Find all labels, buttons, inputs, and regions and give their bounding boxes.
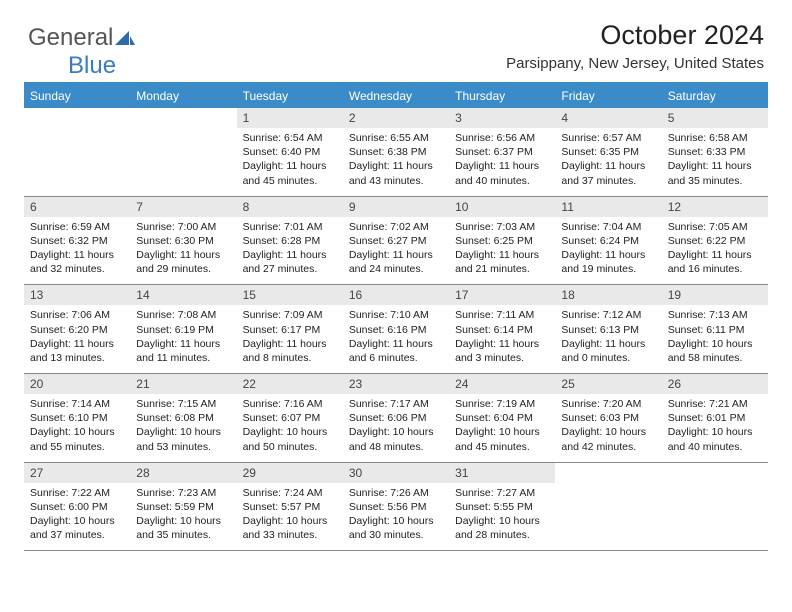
day-cell: Sunrise: 6:58 AMSunset: 6:33 PMDaylight:… [662,128,768,196]
day-cell: Sunrise: 7:00 AMSunset: 6:30 PMDaylight:… [130,217,236,285]
day-cell: Sunrise: 7:02 AMSunset: 6:27 PMDaylight:… [343,217,449,285]
day-number: 2 [343,108,449,128]
day-number: 4 [555,108,661,128]
content-row: Sunrise: 7:06 AMSunset: 6:20 PMDaylight:… [24,305,768,373]
day-cell: Sunrise: 7:06 AMSunset: 6:20 PMDaylight:… [24,305,130,373]
day-cell: Sunrise: 7:13 AMSunset: 6:11 PMDaylight:… [662,305,768,373]
day-number: 20 [24,374,130,395]
weekday-header-row: SundayMondayTuesdayWednesdayThursdayFrid… [24,83,768,108]
day-cell [130,128,236,196]
day-cell: Sunrise: 7:11 AMSunset: 6:14 PMDaylight:… [449,305,555,373]
day-number: 9 [343,196,449,217]
day-number: 19 [662,285,768,306]
day-cell: Sunrise: 7:22 AMSunset: 6:00 PMDaylight:… [24,483,130,551]
content-row: Sunrise: 6:59 AMSunset: 6:32 PMDaylight:… [24,217,768,285]
content-row: Sunrise: 7:14 AMSunset: 6:10 PMDaylight:… [24,394,768,462]
calendar-table: SundayMondayTuesdayWednesdayThursdayFrid… [24,82,768,551]
day-cell: Sunrise: 7:08 AMSunset: 6:19 PMDaylight:… [130,305,236,373]
content-row: Sunrise: 7:22 AMSunset: 6:00 PMDaylight:… [24,483,768,551]
day-number: 29 [237,462,343,483]
day-cell: Sunrise: 6:57 AMSunset: 6:35 PMDaylight:… [555,128,661,196]
day-number: 3 [449,108,555,128]
day-number: 7 [130,196,236,217]
day-cell: Sunrise: 7:17 AMSunset: 6:06 PMDaylight:… [343,394,449,462]
day-cell: Sunrise: 6:59 AMSunset: 6:32 PMDaylight:… [24,217,130,285]
day-number: 18 [555,285,661,306]
day-number: 24 [449,374,555,395]
day-number [24,108,130,128]
weekday-header: Thursday [449,83,555,108]
day-number [130,108,236,128]
day-cell [555,483,661,551]
day-number [662,462,768,483]
content-row: Sunrise: 6:54 AMSunset: 6:40 PMDaylight:… [24,128,768,196]
daynum-row: 12345 [24,108,768,128]
day-number: 16 [343,285,449,306]
day-cell [24,128,130,196]
day-number: 25 [555,374,661,395]
day-number: 14 [130,285,236,306]
day-cell: Sunrise: 7:23 AMSunset: 5:59 PMDaylight:… [130,483,236,551]
day-cell: Sunrise: 7:19 AMSunset: 6:04 PMDaylight:… [449,394,555,462]
weekday-header: Tuesday [237,83,343,108]
day-number: 5 [662,108,768,128]
day-number: 22 [237,374,343,395]
day-cell: Sunrise: 7:09 AMSunset: 6:17 PMDaylight:… [237,305,343,373]
weekday-header: Saturday [662,83,768,108]
logo-text-2: Blue [68,52,116,79]
weekday-header: Monday [130,83,236,108]
header: October 2024 Parsippany, New Jersey, Uni… [506,20,764,72]
day-cell [662,483,768,551]
day-cell: Sunrise: 7:03 AMSunset: 6:25 PMDaylight:… [449,217,555,285]
day-number: 23 [343,374,449,395]
day-cell: Sunrise: 7:14 AMSunset: 6:10 PMDaylight:… [24,394,130,462]
day-cell: Sunrise: 7:16 AMSunset: 6:07 PMDaylight:… [237,394,343,462]
day-number: 8 [237,196,343,217]
page-subtitle: Parsippany, New Jersey, United States [506,55,764,72]
daynum-row: 6789101112 [24,196,768,217]
page-title: October 2024 [506,20,764,51]
logo: General Blue [28,24,135,80]
day-cell: Sunrise: 7:20 AMSunset: 6:03 PMDaylight:… [555,394,661,462]
day-cell: Sunrise: 7:10 AMSunset: 6:16 PMDaylight:… [343,305,449,373]
weekday-header: Wednesday [343,83,449,108]
day-cell: Sunrise: 7:15 AMSunset: 6:08 PMDaylight:… [130,394,236,462]
day-cell: Sunrise: 7:27 AMSunset: 5:55 PMDaylight:… [449,483,555,551]
bottom-separator [24,550,768,551]
day-cell: Sunrise: 7:21 AMSunset: 6:01 PMDaylight:… [662,394,768,462]
day-number: 28 [130,462,236,483]
weekday-header: Friday [555,83,661,108]
day-cell: Sunrise: 6:56 AMSunset: 6:37 PMDaylight:… [449,128,555,196]
weekday-header: Sunday [24,83,130,108]
day-number: 6 [24,196,130,217]
day-cell: Sunrise: 6:54 AMSunset: 6:40 PMDaylight:… [237,128,343,196]
day-number [555,462,661,483]
day-cell: Sunrise: 7:01 AMSunset: 6:28 PMDaylight:… [237,217,343,285]
day-number: 21 [130,374,236,395]
day-cell: Sunrise: 7:26 AMSunset: 5:56 PMDaylight:… [343,483,449,551]
day-number: 1 [237,108,343,128]
day-number: 12 [662,196,768,217]
day-cell: Sunrise: 7:04 AMSunset: 6:24 PMDaylight:… [555,217,661,285]
day-number: 10 [449,196,555,217]
logo-text-1: General [28,24,113,51]
day-number: 15 [237,285,343,306]
day-number: 17 [449,285,555,306]
day-cell: Sunrise: 7:05 AMSunset: 6:22 PMDaylight:… [662,217,768,285]
day-cell: Sunrise: 7:24 AMSunset: 5:57 PMDaylight:… [237,483,343,551]
daynum-row: 13141516171819 [24,285,768,306]
day-number: 31 [449,462,555,483]
day-cell: Sunrise: 6:55 AMSunset: 6:38 PMDaylight:… [343,128,449,196]
day-number: 11 [555,196,661,217]
daynum-row: 2728293031 [24,462,768,483]
day-number: 30 [343,462,449,483]
day-cell: Sunrise: 7:12 AMSunset: 6:13 PMDaylight:… [555,305,661,373]
daynum-row: 20212223242526 [24,374,768,395]
day-number: 26 [662,374,768,395]
day-number: 13 [24,285,130,306]
day-number: 27 [24,462,130,483]
logo-sail-icon [115,31,135,47]
